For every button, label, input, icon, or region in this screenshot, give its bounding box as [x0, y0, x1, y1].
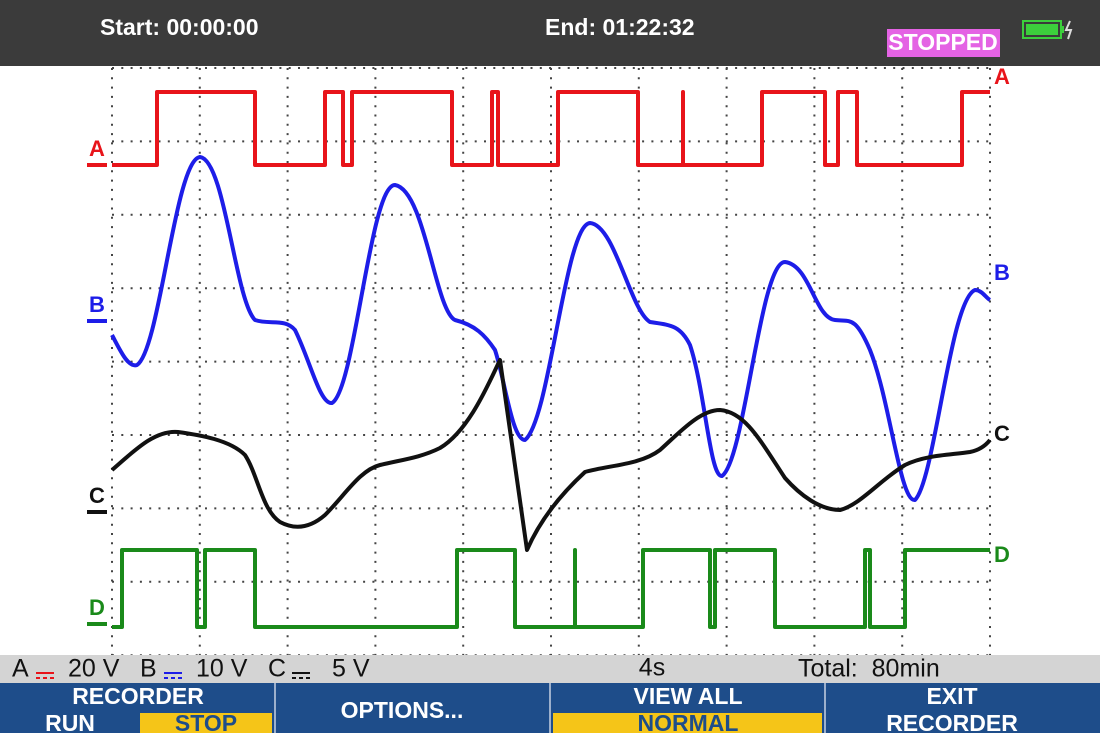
channel-marker [87, 163, 107, 167]
softkey-title: OPTIONS... [341, 697, 464, 723]
trace-b [110, 155, 992, 502]
channel-label-left: D [89, 595, 105, 620]
dc-symbol [164, 672, 182, 679]
channel-marker [87, 510, 107, 514]
channel-label-right: A [994, 64, 1010, 89]
channel-label-right: D [994, 542, 1010, 567]
softkey-option[interactable]: STOP [175, 710, 237, 733]
status-text: STOPPED [888, 29, 998, 55]
total-time: Total: 80min [798, 655, 940, 683]
softkey-view-all[interactable]: VIEW ALL NORMAL [553, 683, 822, 733]
softkey-dividers [274, 683, 826, 733]
softkey-options[interactable]: OPTIONS... [341, 697, 464, 723]
option-highlight [140, 713, 272, 733]
scale-channel: B [140, 655, 157, 683]
battery-icon [1022, 20, 1073, 40]
trace-a [112, 90, 990, 167]
end-time: End: 01:22:32 [545, 14, 695, 40]
trace-c [110, 358, 992, 552]
status-badge [887, 29, 1000, 57]
channel-marker [87, 319, 107, 323]
option-highlight [553, 713, 822, 733]
channel-label-right: B [994, 260, 1010, 285]
softkey-title: RECORDER [72, 683, 204, 709]
channel-label-left: C [89, 483, 105, 508]
scale-value: 20 V [68, 655, 120, 683]
start-time: Start: 00:00:00 [100, 14, 259, 40]
status-bar [0, 655, 1100, 683]
scale-value: 10 V [196, 655, 248, 683]
softkey-subtitle: RECORDER [886, 710, 1018, 733]
softkey-recorder[interactable]: RECORDER RUN STOP [45, 683, 272, 733]
softkey-option[interactable]: RUN [45, 710, 95, 733]
trace-d [112, 548, 990, 629]
channel-marker [87, 622, 107, 626]
scale-value: 5 V [332, 655, 370, 683]
scale-channel: C [268, 655, 286, 683]
scale-channel: A [12, 655, 29, 683]
timebase: 4s [639, 654, 665, 682]
channel-label-left: A [89, 136, 105, 161]
dc-symbol [36, 672, 54, 679]
channel-label-right: C [994, 421, 1010, 446]
softkey-title: EXIT [926, 683, 977, 709]
softkey-option[interactable]: NORMAL [638, 710, 739, 733]
dc-symbol [292, 672, 310, 679]
softkey-exit[interactable]: EXIT RECORDER [886, 683, 1018, 733]
softkey-title: VIEW ALL [633, 683, 742, 709]
channel-label-left: B [89, 292, 105, 317]
